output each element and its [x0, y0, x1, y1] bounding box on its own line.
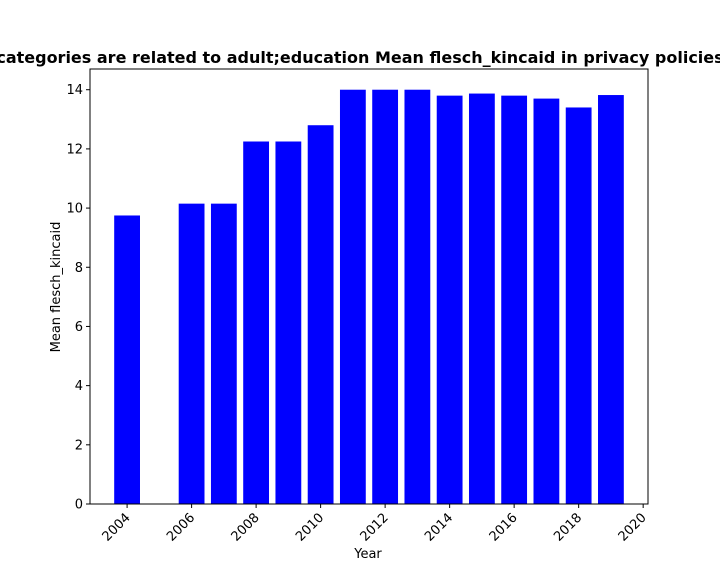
bar-2014 — [436, 95, 463, 504]
bar-2015 — [468, 93, 495, 505]
x-ticks: 2004 2006 2008 2010 2012 2014 2016 2018 2020 — [100, 504, 650, 545]
y-tick-label: 4 — [75, 379, 83, 394]
x-axis-label: Year — [353, 547, 382, 562]
y-tick-label: 2 — [75, 438, 83, 453]
bar-2006 — [178, 203, 205, 504]
bar-2011 — [339, 89, 366, 504]
y-tick-label: 14 — [66, 83, 83, 98]
x-tick-label: 2014 — [422, 511, 456, 545]
bar-2018 — [565, 107, 592, 504]
x-tick-label: 2008 — [229, 511, 263, 545]
bar-2010 — [307, 125, 334, 504]
bar-2008 — [243, 141, 270, 504]
y-tick-label: 6 — [75, 320, 83, 335]
bar-2007 — [210, 203, 237, 504]
chart-title: categories are related to adult;educatio… — [0, 48, 720, 67]
bar-2012 — [372, 89, 399, 504]
axes-layer — [89, 68, 649, 505]
plot-frame — [89, 68, 649, 505]
bar-2017 — [533, 98, 560, 505]
x-tick-label: 2012 — [358, 511, 392, 545]
y-axis-label: Mean flesch_kincaid — [49, 222, 64, 353]
y-tick-label: 10 — [66, 202, 83, 217]
bar-2004 — [114, 215, 140, 504]
x-tick-label: 2004 — [100, 511, 134, 545]
bars-layer — [114, 89, 624, 505]
x-tick-label: 2018 — [551, 511, 585, 545]
bar-2016 — [501, 95, 528, 504]
y-tick-label: 8 — [75, 261, 83, 276]
y-tick-label: 0 — [75, 498, 83, 513]
y-ticks: 0 2 4 6 8 10 12 14 — [66, 83, 90, 513]
x-tick-label: 2020 — [616, 511, 650, 545]
x-tick-label: 2006 — [164, 511, 198, 545]
bar-2013 — [404, 89, 431, 504]
x-tick-label: 2010 — [293, 511, 327, 545]
y-tick-label: 12 — [66, 142, 83, 157]
bar-2009 — [275, 141, 302, 504]
bar-2019 — [598, 95, 624, 504]
x-tick-label: 2016 — [487, 511, 521, 545]
